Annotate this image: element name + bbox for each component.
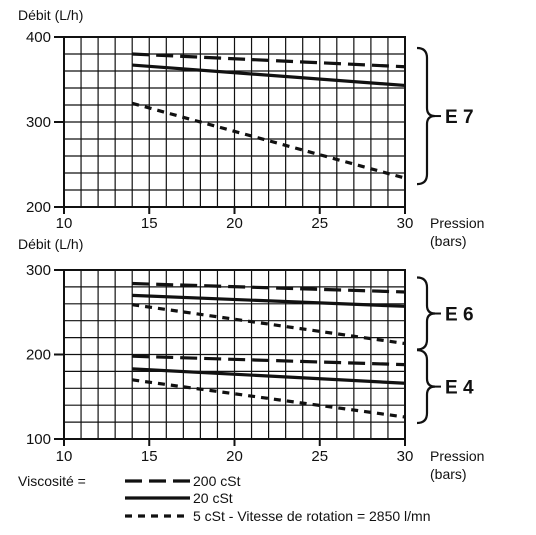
x-tick-label: 20: [226, 448, 243, 465]
bracket-e6: [416, 276, 436, 351]
bracket-e4: [416, 349, 436, 425]
y-axis-label: Débit (L/h): [18, 236, 83, 252]
x-axis-unit: (bars): [430, 466, 467, 482]
x-axis-unit: (bars): [430, 233, 467, 249]
series-line-e6-20-cst: [132, 293, 406, 308]
legend-item-label: 5 cSt - Vitesse de rotation = 2850 l/mn: [193, 508, 431, 524]
x-axis-label: Pression: [430, 215, 484, 231]
series-line-e6-5-cst: [131, 303, 406, 346]
bracket-e7: [416, 46, 436, 186]
group-label-e4: E 4: [445, 378, 474, 399]
series-line-e6-200-cst: [132, 281, 406, 294]
y-tick-label: 400: [26, 29, 51, 46]
x-tick-label: 10: [56, 215, 73, 232]
series-line-e7-200-cst: [132, 52, 406, 69]
y-tick-label: 200: [26, 347, 51, 364]
legend-title: Viscosité =: [18, 473, 86, 489]
group-label-e7: E 7: [445, 107, 474, 128]
series-line-e4-5-cst: [131, 378, 406, 419]
y-tick-label: 300: [26, 262, 51, 279]
series-line-e7-20-cst: [132, 63, 406, 88]
legend-item-label: 200 cSt: [193, 473, 241, 489]
chart-panel-1: [54, 36, 441, 214]
series-line-e4-200-cst: [132, 354, 406, 367]
x-tick-label: 25: [311, 215, 328, 232]
x-tick-label: 10: [56, 448, 73, 465]
x-tick-label: 30: [397, 448, 414, 465]
series-line-e4-20-cst: [132, 367, 406, 385]
x-tick-label: 15: [141, 215, 158, 232]
y-tick-label: 300: [26, 114, 51, 131]
y-tick-label: 100: [26, 431, 51, 448]
chart-panel-2: [54, 269, 441, 446]
x-tick-label: 15: [141, 448, 158, 465]
group-label-e6: E 6: [445, 305, 474, 326]
x-axis-label: Pression: [430, 448, 484, 464]
legend-item-label: 20 cSt: [193, 490, 233, 506]
y-axis-label: Débit (L/h): [18, 7, 83, 23]
y-tick-label: 200: [26, 199, 51, 216]
x-tick-label: 30: [397, 215, 414, 232]
series-line-e7-5-cst: [131, 101, 406, 180]
x-tick-label: 25: [311, 448, 328, 465]
x-tick-label: 20: [226, 215, 243, 232]
